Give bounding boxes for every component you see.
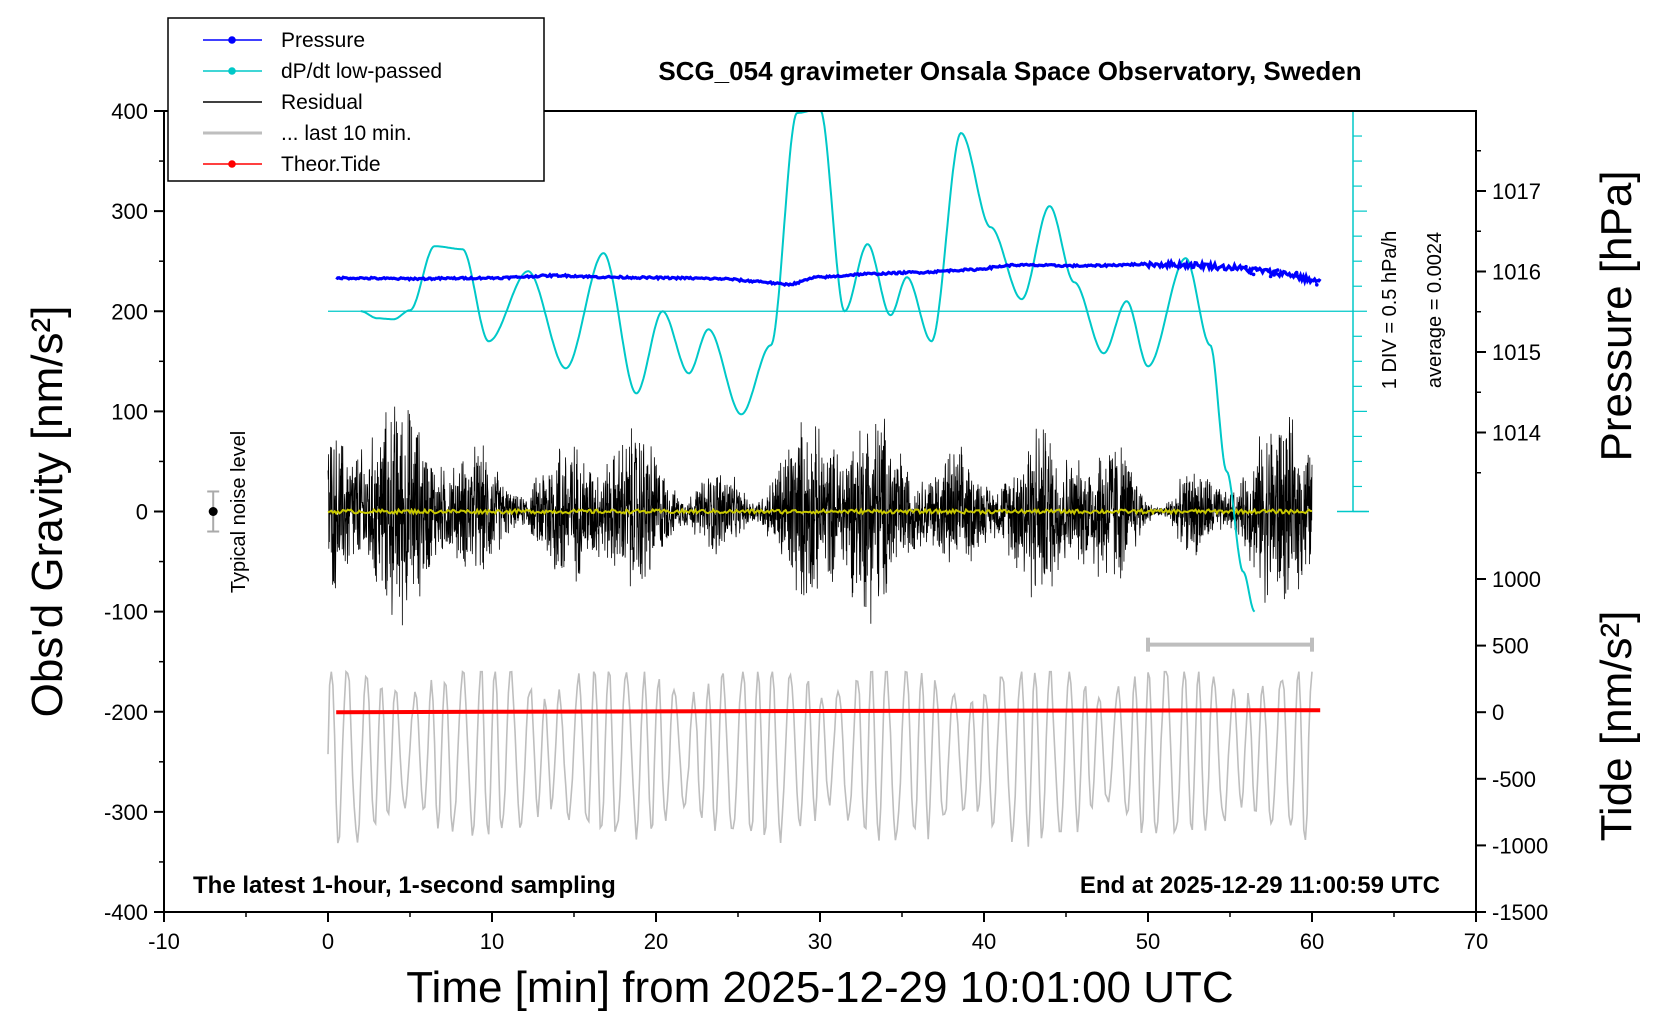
legend-marker xyxy=(228,67,236,75)
pressure-point xyxy=(1300,278,1304,282)
y-tick-label: -400 xyxy=(104,900,148,925)
legend: Pressure dP/dt low-passed Residual ... last… xyxy=(167,17,545,182)
y-tick-label: -100 xyxy=(104,600,148,625)
tide-axis-title: Tide [nm/s²] xyxy=(1592,611,1641,842)
legend-label: ... last 10 min. xyxy=(281,122,412,145)
legend-marker xyxy=(228,160,236,168)
x-tick-label: 70 xyxy=(1464,929,1488,954)
decorations-group xyxy=(207,490,1314,652)
y-tick-label: 200 xyxy=(111,299,148,324)
last-10-min-line xyxy=(327,669,1313,847)
x-tick-label: 60 xyxy=(1300,929,1324,954)
noise-level-label: Typical noise level xyxy=(228,431,250,593)
y-tick-label: 400 xyxy=(111,99,148,124)
legend-label: Residual xyxy=(281,91,363,114)
div-scale-label: 1 DIV = 0.5 hPa/h xyxy=(1379,231,1401,389)
legend-box xyxy=(167,17,545,182)
y-tick-label: 100 xyxy=(111,399,148,424)
residual-series-group xyxy=(327,406,1313,626)
pressure-point xyxy=(1249,271,1253,276)
x-tick-label: 10 xyxy=(480,929,504,954)
pressure-series-group xyxy=(335,257,1322,288)
tide-tick-label: 0 xyxy=(1492,700,1504,725)
pressure-point xyxy=(1272,273,1276,277)
pressure-point xyxy=(1255,267,1259,271)
pressure-point xyxy=(1244,264,1248,269)
y-tick-label: -200 xyxy=(104,700,148,725)
residual-line xyxy=(327,406,1313,626)
theor-tide-line xyxy=(336,708,1321,715)
tide-tick-label: -1500 xyxy=(1492,900,1548,925)
pressure-line xyxy=(335,257,1322,288)
y-tick-label: 0 xyxy=(136,500,148,525)
y-tick-label: -300 xyxy=(104,800,148,825)
pressure-tick-label: 1016 xyxy=(1492,260,1541,285)
annotation-latest: The latest 1-hour, 1-second sampling xyxy=(193,872,616,899)
pressure-axis-title: Pressure [hPa] xyxy=(1592,170,1641,461)
legend-label: Theor.Tide xyxy=(281,153,381,176)
x-tick-label: 30 xyxy=(808,929,832,954)
last-10-min-series-group xyxy=(327,669,1313,847)
noise-level-dot xyxy=(208,507,218,516)
tide-series-group xyxy=(336,708,1321,715)
tide-tick-label: 500 xyxy=(1492,634,1529,659)
residual-mean-group xyxy=(327,507,1313,516)
legend-marker xyxy=(228,36,236,44)
x-tick-label: 40 xyxy=(972,929,996,954)
pressure-point xyxy=(1268,274,1273,279)
chart-title: SCG_054 gravimeter Onsala Space Observat… xyxy=(658,56,1361,86)
y-axis-title: Obs'd Gravity [nm/s²] xyxy=(23,306,72,718)
pressure-tick-label: 1014 xyxy=(1492,421,1541,446)
x-tick-label: 20 xyxy=(644,929,668,954)
residual-mean-line xyxy=(327,507,1313,516)
x-tick-label: 0 xyxy=(322,929,334,954)
axes-group: -10 0 10 20 30 40 50 60 70-400-300-200-100010020… xyxy=(23,99,1641,1012)
average-label: average = 0.0024 xyxy=(1424,232,1446,388)
tide-tick-label: -500 xyxy=(1492,767,1536,792)
pressure-tick-label: 1015 xyxy=(1492,340,1541,365)
x-axis-title: Time [min] from 2025-12-29 10:01:00 UTC xyxy=(406,963,1233,1012)
tide-tick-label: -1000 xyxy=(1492,833,1548,858)
x-tick-label: -10 xyxy=(148,929,180,954)
tide-tick-label: 1000 xyxy=(1492,567,1541,592)
legend-label: dP/dt low-passed xyxy=(281,60,442,83)
pressure-tick-label: 1017 xyxy=(1492,179,1541,204)
pressure-point xyxy=(1275,268,1280,272)
annotation-end-time: End at 2025-12-29 11:00:59 UTC xyxy=(1080,872,1440,899)
pressure-point xyxy=(1295,272,1299,276)
y-tick-label: 300 xyxy=(111,199,148,224)
pressure-point xyxy=(1282,270,1287,275)
pressure-point xyxy=(1271,270,1276,274)
pressure-point xyxy=(1315,283,1319,287)
text-group: SCG_054 gravimeter Onsala Space Observat… xyxy=(193,56,1446,899)
x-tick-label: 50 xyxy=(1136,929,1160,954)
legend-label: Pressure xyxy=(281,29,365,52)
